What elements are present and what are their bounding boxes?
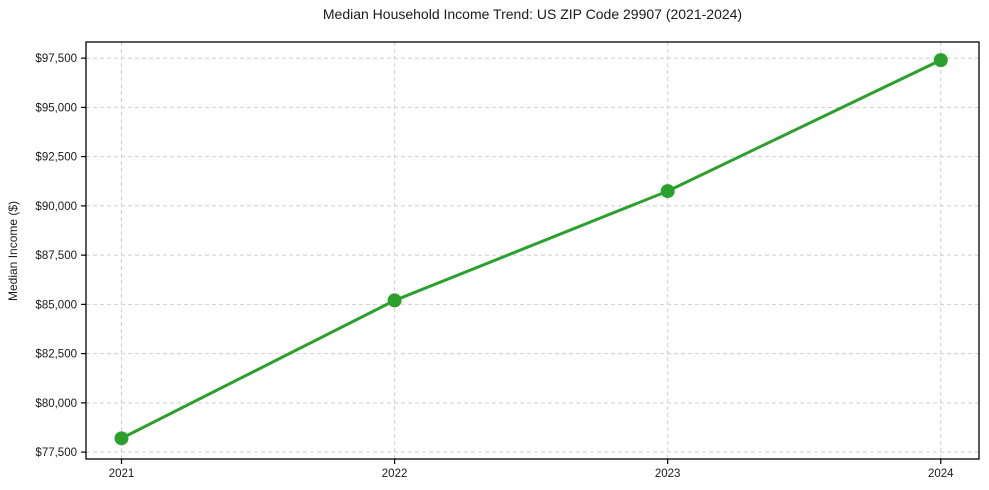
data-point-2021 bbox=[114, 431, 129, 446]
x-tick-label: 2023 bbox=[655, 468, 681, 480]
y-tick-label: $95,000 bbox=[35, 102, 77, 114]
data-point-2023 bbox=[660, 184, 675, 199]
axes-border bbox=[85, 41, 980, 460]
plot-area bbox=[86, 42, 979, 459]
trend-line bbox=[120, 58, 943, 440]
y-tick-label: $85,000 bbox=[35, 299, 77, 311]
data-point-2022 bbox=[387, 293, 402, 308]
y-tick-label: $92,500 bbox=[35, 152, 77, 164]
y-tick-label: $77,500 bbox=[35, 447, 77, 459]
x-tick-label: 2022 bbox=[382, 468, 408, 480]
chart-title: Median Household Income Trend: US ZIP Co… bbox=[322, 6, 743, 22]
x-tick-label: 2021 bbox=[109, 468, 135, 480]
y-tick-label: $80,000 bbox=[35, 398, 77, 410]
y-tick-label: $82,500 bbox=[35, 349, 77, 361]
data-point-2024 bbox=[933, 53, 948, 68]
y-tick-label: $97,500 bbox=[35, 53, 77, 65]
y-tick-label: $87,500 bbox=[35, 250, 77, 262]
y-tick-label: $90,000 bbox=[35, 201, 77, 213]
x-tick-label: 2024 bbox=[928, 468, 954, 480]
